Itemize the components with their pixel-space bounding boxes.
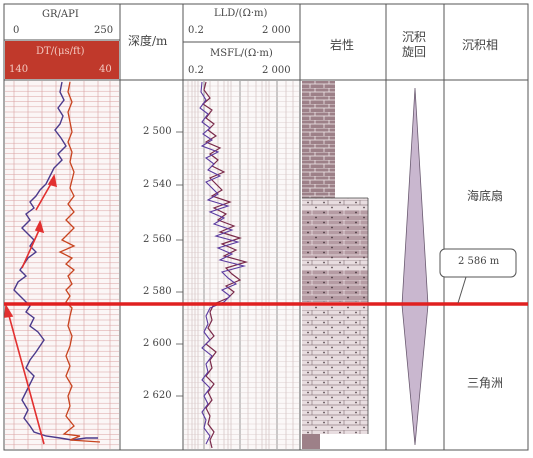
- dt-header-band: [5, 41, 119, 79]
- msfl-curve: [199, 81, 247, 445]
- lld-title: LLD/(Ω·m): [214, 8, 268, 19]
- lld-curve: [202, 81, 249, 449]
- depth-title: 深度/m: [128, 34, 168, 48]
- gr-min: 0: [13, 25, 20, 36]
- depth-label: 2 540: [143, 179, 172, 190]
- depth-ticks: [176, 131, 183, 397]
- lithology-column: [301, 81, 385, 449]
- gr-curve: [13, 81, 98, 441]
- depth-label: 2 500: [143, 126, 172, 137]
- msfl-title: MSFL/(Ω·m): [210, 48, 273, 59]
- gr-title: GR/API: [42, 9, 79, 20]
- lld-max: 2 000: [262, 25, 291, 36]
- gr-max: 250: [94, 25, 114, 36]
- msfl-min: 0.2: [188, 65, 204, 76]
- lld-min: 0.2: [188, 25, 204, 36]
- facies-lower: 三角洲: [467, 376, 504, 390]
- depth-label: 2 620: [143, 390, 172, 401]
- depth-label: 2 560: [143, 234, 172, 245]
- dt-right: 40: [99, 64, 112, 75]
- dt-curve: [58, 81, 101, 443]
- dt-title: DT/(μs/ft): [36, 46, 85, 57]
- cycle-title-line2: 旋回: [402, 45, 427, 59]
- facies-upper: 海底扇: [467, 189, 504, 203]
- facies-title: 沉积相: [462, 38, 499, 52]
- callout-text: 2 586 m: [458, 256, 500, 267]
- dt-left: 140: [9, 64, 29, 75]
- depth-callout: [439, 248, 517, 304]
- gr-dt-track-grid: [5, 81, 119, 449]
- depth-label: 2 600: [143, 338, 172, 349]
- lithology-title: 岩性: [330, 38, 355, 52]
- msfl-max: 2 000: [262, 65, 291, 76]
- sedimentary-cycle: [401, 87, 429, 446]
- depth-label: 2 580: [143, 286, 172, 297]
- trend-arrows: [4, 173, 58, 445]
- cycle-title-line1: 沉积: [402, 30, 427, 44]
